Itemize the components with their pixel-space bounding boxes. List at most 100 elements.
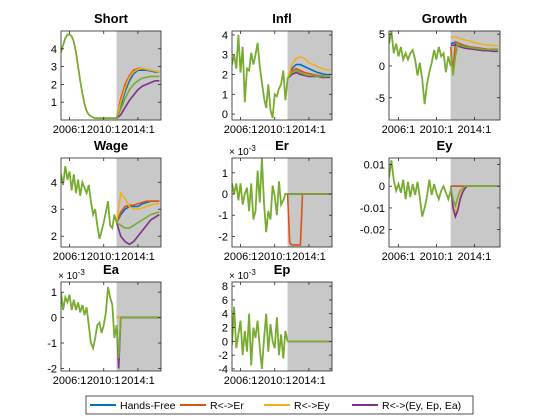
x-tick-label: 2014:1 [292,375,326,387]
series-line-1 [286,193,331,246]
x-tick-label: 2010:1 [87,251,121,263]
y-tick-label: 0 [222,336,228,348]
x-tick-label: 2014:1 [121,375,155,387]
x-tick-label: 2014:1 [458,124,492,136]
y-tick-label: 2 [222,70,228,82]
history-line [61,33,117,120]
subplot-title: Growth [422,11,468,26]
series-line-2 [450,35,499,47]
series-line-2 [115,191,160,223]
y-tick-label: 0 [222,109,228,121]
legend-label: Hands-Free [120,400,176,412]
x-tick-label: 2010:1 [258,251,292,263]
axes-box [231,157,333,248]
x-tick-label: 2010:1 [420,124,454,136]
series-line-2 [286,55,331,79]
y-tick-label: -1 [218,210,228,222]
y-tick-label: -2 [218,231,228,243]
history-line [61,286,118,352]
subplot-ep: 2006:1 2010:1 2014:1 -4 -2 02 4 6 8 Ep × 10-3 [218,262,333,387]
y-tick-label: -2 [47,363,57,375]
y-tick-label: 0 [379,181,385,193]
history-line [232,158,288,233]
y-tick-label: 4 [222,309,228,321]
y-tick-label: 2 [222,323,228,335]
subplot-ea: 2006:1 2010:1 2014:1 -2 -1 0 1 Ea × 10-3 [47,262,162,387]
y-tick-label: 4 [222,30,228,42]
axis-exponent-power: -3 [249,268,257,277]
legend-label: R<->(Ey, Ep, Ea) [382,400,461,412]
y-tick-label: 4 [51,44,57,56]
axis-exponent-power: -3 [78,268,86,277]
y-tick-label: 1 [222,168,228,180]
forecast-shade [287,158,332,247]
x-tick-label: 2006:1 [224,251,258,263]
forecast-shade [450,158,500,247]
subplot-title: Short [94,11,129,26]
x-tick-label: 2006:1 [53,251,87,263]
series-line-4 [115,75,160,119]
y-tick-label: 3 [51,62,57,74]
y-tick-label: 8 [222,281,228,293]
y-tick-label: 5 [379,29,385,41]
forecast-shade [287,282,332,371]
history-line [389,160,452,217]
y-tick-label: -1 [47,338,57,350]
legend-label: R<->Er [210,400,244,412]
x-tick-label: 2010:1 [87,124,121,136]
subplot-title: Er [275,138,289,153]
series-line-4 [449,185,499,209]
axis-exponent: × 10-3 [229,144,256,158]
y-tick-label: 3 [51,204,57,216]
x-tick-label: 2006:1 [224,124,258,136]
x-tick-label: 2006:1 [382,124,416,136]
series-line-3 [287,71,331,80]
series-line-4 [115,316,160,359]
subplot-title: Infl [272,11,292,26]
series-line-3 [116,80,160,119]
y-tick-label: 1 [222,89,228,101]
x-tick-label: 2014:1 [121,251,155,263]
y-tick-label: 4 [51,177,57,189]
y-tick-label: -2 [218,350,228,362]
series-line-4 [116,211,160,229]
subplot-short: 2006:1 2010:1 2014:1 1 2 3 4 Short [51,11,162,136]
x-tick-label: 2014:1 [292,251,326,263]
subplot-title: Ey [437,138,454,153]
y-tick-label: 1 [51,97,57,109]
x-tick-label: 2014:1 [121,124,155,136]
subplot-title: Ea [103,262,120,277]
legend: Hands-Free R<->Er R<->Ey R<->(Ey, Ep, Ea) [85,395,474,415]
series-line-2 [115,67,160,119]
axes-box [60,157,162,248]
axes-box [231,30,333,121]
history-line [232,34,289,119]
y-tick-label: 2 [51,79,57,91]
y-tick-label: 0.01 [364,160,385,172]
y-tick-label: -4 [218,364,228,376]
axes-box [388,30,501,121]
legend-label: R<->Ey [294,400,330,412]
x-tick-label: 2006:1 [382,251,416,263]
y-tick-label: 0 [379,61,385,73]
axes-box [231,281,333,372]
history-line [61,165,118,240]
history-line [232,306,289,369]
x-tick-label: 2014:1 [292,124,326,136]
subplot-wage: 2006:1 2010:1 2014:1 2 3 4 Wage [51,138,162,263]
y-tick-label: -0.01 [360,203,385,215]
axes-box [60,30,162,121]
x-tick-label: 2006:1 [224,375,258,387]
series-line-3 [450,44,499,53]
y-tick-label: 1 [51,287,57,299]
axis-exponent: × 10-3 [229,268,256,282]
axes-box [60,281,162,372]
series-line-0 [286,63,331,79]
y-tick-label: 2 [51,231,57,243]
subplot-title: Ep [274,262,291,277]
y-tick-label: 0 [222,189,228,201]
series-line-4 [449,42,499,76]
axis-exponent-power: -3 [249,144,257,153]
history-line [389,31,452,105]
